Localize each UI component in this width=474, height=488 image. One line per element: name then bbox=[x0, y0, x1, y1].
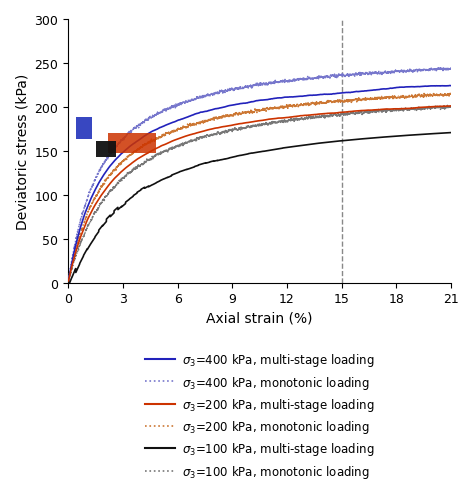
Bar bbox=[76, 117, 92, 140]
X-axis label: Axial strain (%): Axial strain (%) bbox=[206, 311, 313, 325]
Legend: $\sigma_3$=400 kPa, multi-stage loading, $\sigma_3$=400 kPa, monotonic loading, : $\sigma_3$=400 kPa, multi-stage loading,… bbox=[140, 347, 379, 485]
Bar bbox=[95, 142, 116, 158]
Bar bbox=[108, 134, 155, 153]
Y-axis label: Deviatoric stress (kPa): Deviatoric stress (kPa) bbox=[15, 74, 29, 229]
